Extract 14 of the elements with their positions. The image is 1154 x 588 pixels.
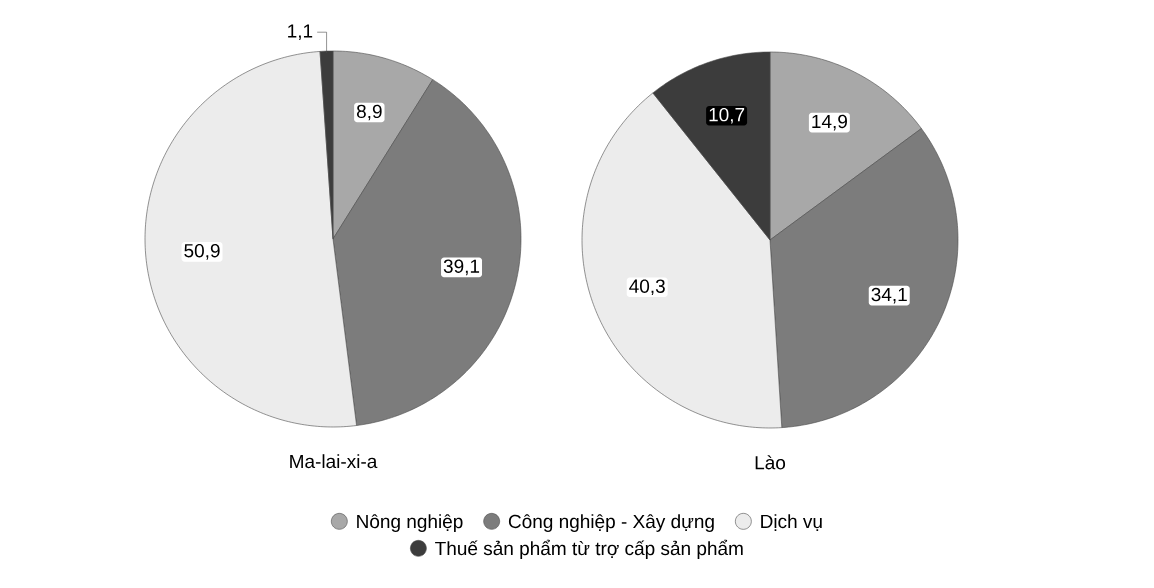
text: Lào <box>755 455 786 470</box>
data-label: 10,7 <box>709 107 745 124</box>
data-label: 1,1 <box>288 24 313 40</box>
legend-label: Dịch vụ <box>761 514 822 531</box>
text: Ma-lai-xi-a <box>290 454 378 469</box>
data-label: 8,9 <box>356 104 382 121</box>
data-label: 34,1 <box>871 287 907 304</box>
data-label: 39,1 <box>443 259 480 276</box>
legend-label: Nông nghiệp <box>357 514 463 532</box>
data-label: 14,9 <box>812 114 847 131</box>
legend-label: Thuế sản phẩm từ trợ cấp sản phẩm <box>435 539 743 559</box>
data-label: 50,9 <box>184 243 220 260</box>
legend-label: Công nghiệp - Xây dựng <box>508 514 714 532</box>
data-label: 40,3 <box>629 279 665 296</box>
